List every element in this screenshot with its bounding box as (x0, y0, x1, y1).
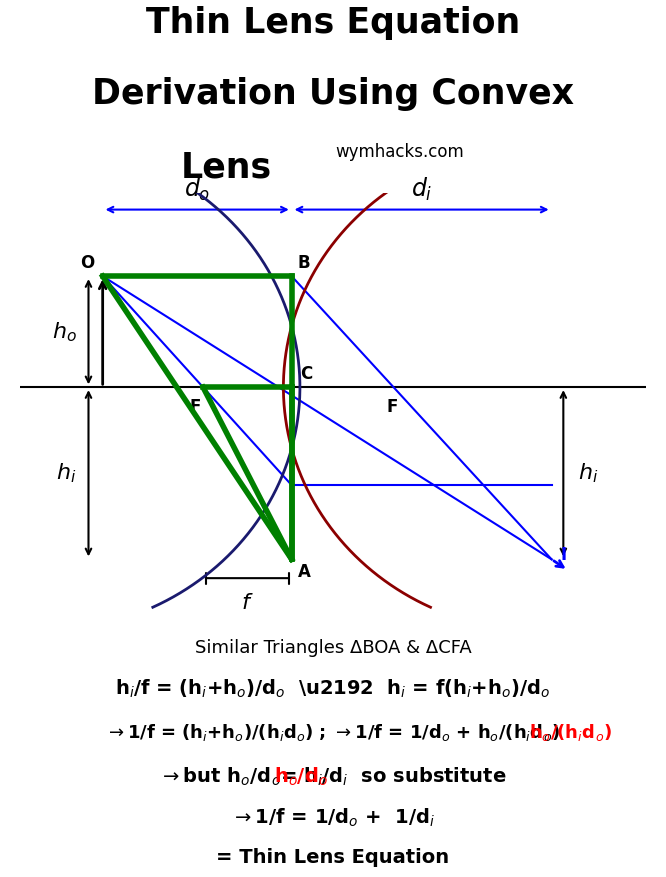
Text: A: A (298, 563, 310, 581)
Text: $d_o$: $d_o$ (184, 175, 210, 203)
Text: Thin Lens Equation: Thin Lens Equation (146, 6, 520, 39)
Text: $f$: $f$ (241, 593, 254, 613)
Text: h$_o$/(h$_i$d$_o$): h$_o$/(h$_i$d$_o$) (529, 723, 611, 744)
Text: B: B (298, 253, 310, 272)
Text: $h_i$: $h_i$ (577, 461, 598, 485)
Text: = Thin Lens Equation: = Thin Lens Equation (216, 847, 450, 866)
Text: Derivation Using Convex: Derivation Using Convex (92, 77, 574, 111)
Text: $h_o$: $h_o$ (52, 320, 77, 344)
Text: $\rightarrow$but h$_o$/d$_o$= h$_i$/d$_i$  so substitute: $\rightarrow$but h$_o$/d$_o$= h$_i$/d$_i… (159, 766, 507, 788)
Text: wymhacks.com: wymhacks.com (335, 143, 464, 160)
Text: $\rightarrow$1/f = 1/d$_o$ +  1/d$_i$: $\rightarrow$1/f = 1/d$_o$ + 1/d$_i$ (231, 807, 435, 830)
Text: $\rightarrow$1/f = (h$_i$+h$_o$)/(h$_i$d$_o$) ; $\rightarrow$1/f = 1/d$_o$ + h$_: $\rightarrow$1/f = (h$_i$+h$_o$)/(h$_i$d… (105, 723, 561, 744)
Text: F: F (189, 398, 200, 417)
Text: Lens: Lens (181, 151, 272, 184)
Text: C: C (300, 365, 312, 382)
Text: O: O (80, 253, 95, 272)
Text: F: F (386, 398, 398, 417)
Text: h$_i$/f = (h$_i$+h$_o$)/d$_o$  \u2192  h$_i$ = f(h$_i$+h$_o$)/d$_o$: h$_i$/f = (h$_i$+h$_o$)/d$_o$ \u2192 h$_… (115, 678, 551, 701)
Text: I: I (561, 545, 567, 564)
Text: h$_o$/d$_o$: h$_o$/d$_o$ (274, 766, 328, 788)
Text: Similar Triangles ΔBOA & ΔCFA: Similar Triangles ΔBOA & ΔCFA (194, 638, 472, 657)
Text: $h_i$: $h_i$ (57, 461, 77, 485)
Text: $d_i$: $d_i$ (411, 175, 432, 203)
